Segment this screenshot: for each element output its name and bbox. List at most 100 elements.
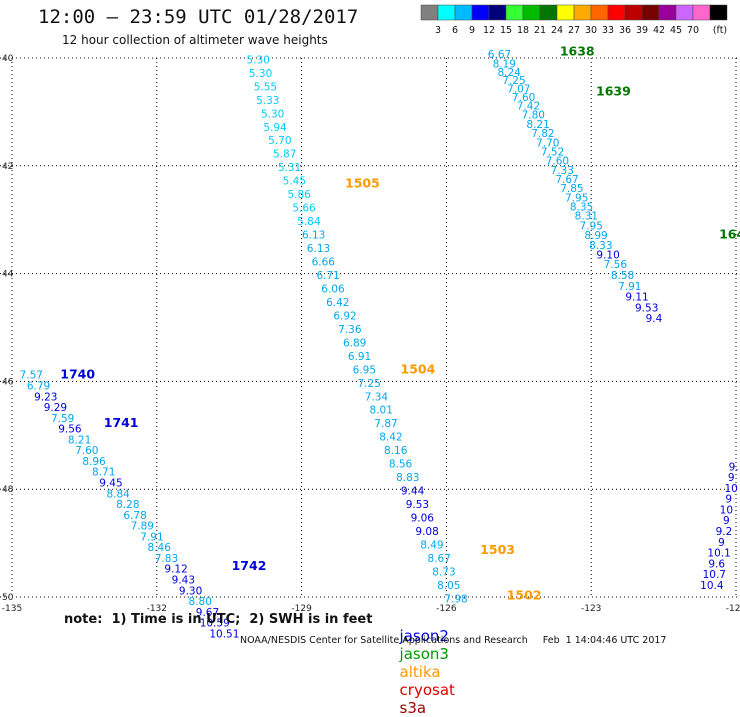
wave-height-map: 3 6 9 12 15 18 21 24 27 30 33 36 39 42 45 70 (ft) -135 -1… xyxy=(0,4,740,640)
wave-height-value: 8.33 xyxy=(589,240,612,252)
pass-labels: 1638 1639 1640 1505 1504 1503 1502 1740 1741 1742 xyxy=(60,43,740,602)
wave-height-value: 8.80 xyxy=(189,596,212,608)
wave-height-value: 7.60 xyxy=(546,156,569,168)
pass-time-label: 1505 xyxy=(345,175,380,190)
legend-label: 6 xyxy=(452,25,458,36)
legend-label: 21 xyxy=(534,25,546,36)
wave-height-value: 8.24 xyxy=(497,67,521,79)
legend-swatch xyxy=(437,4,456,21)
wave-height-value: 5.70 xyxy=(268,135,291,147)
pass-time-label: 1504 xyxy=(401,361,436,376)
wave-height-value: 8.16 xyxy=(384,445,408,457)
pass-time-label: 1639 xyxy=(596,84,631,99)
wave-height-value: 8.21 xyxy=(526,119,549,131)
lat-tick-label: 48 xyxy=(2,485,14,495)
wave-height-value: 7.36 xyxy=(338,324,362,336)
legend-label: 27 xyxy=(568,25,580,36)
wave-height-value: 7.60 xyxy=(512,92,535,104)
wave-height-value: 6.78 xyxy=(123,510,146,522)
wave-height-value: 7.82 xyxy=(531,128,554,140)
wave-height-value: 5.45 xyxy=(283,176,306,188)
legend-swatch xyxy=(607,4,626,21)
lat-tick-label: 46 xyxy=(2,377,14,387)
wave-height-value: 7.56 xyxy=(604,259,628,271)
lat-lon-grid xyxy=(0,57,740,598)
wave-height-value: 9.6 xyxy=(708,558,725,570)
track-altika-1503-1502: 9.449.53 9.069.088.49 8.678.73 8.057.98 xyxy=(401,486,468,606)
wave-height-value: 8.19 xyxy=(493,59,516,71)
legend-label: 30 xyxy=(585,25,597,36)
wave-height-value: 7.67 xyxy=(555,174,578,186)
lon-tick-label: -126 xyxy=(436,604,457,614)
wave-height-value: 5.55 xyxy=(254,81,277,93)
wave-height-value: 5.84 xyxy=(297,216,321,228)
wave-height-value: 5.86 xyxy=(287,189,311,201)
sat-cryosat: cryosat xyxy=(399,681,455,699)
lon-tick-label: -135 xyxy=(2,604,22,614)
wave-height-value: 8.05 xyxy=(437,580,460,592)
wave-height-value: 8.01 xyxy=(370,405,393,417)
wave-height-value: 8.31 xyxy=(575,211,598,223)
pass-time-label: 1503 xyxy=(480,542,515,557)
wave-height-value: 8.28 xyxy=(116,499,139,511)
legend-swatch xyxy=(709,4,728,21)
wave-height-value: 7.98 xyxy=(444,593,467,605)
lon-tick-label: -129 xyxy=(291,604,312,614)
lon-tick-label: -120 xyxy=(726,604,740,614)
wave-height-value: 7.80 xyxy=(522,109,545,121)
wave-height-value: 7.91 xyxy=(140,531,163,543)
wave-height-value: 7.95 xyxy=(580,220,603,232)
legend-swatch xyxy=(692,4,711,21)
pass-time-label: 1741 xyxy=(104,415,139,430)
sat-s3a: s3a xyxy=(399,699,427,717)
wave-height-value: 8.49 xyxy=(420,539,443,551)
lat-tick-label: 42 xyxy=(2,162,13,172)
legend-label: 39 xyxy=(636,25,648,36)
wave-height-value: 7.42 xyxy=(517,101,540,113)
lat-tick-label: 44 xyxy=(2,270,14,280)
wave-height-value: 7.25 xyxy=(357,378,380,390)
wave-height-value: 5.31 xyxy=(278,162,301,174)
legend-label: 15 xyxy=(500,25,512,36)
wave-height-value: 7.07 xyxy=(507,83,530,95)
pass-time-label: 1638 xyxy=(560,43,595,58)
sat-jason2: jason2 xyxy=(399,627,449,645)
legend-swatch xyxy=(641,4,660,21)
lat-tick-label: 40 xyxy=(2,54,14,64)
wave-height-value: 9.10 xyxy=(596,250,619,262)
wave-height-value: 8.56 xyxy=(389,459,413,471)
sat-jason3: jason3 xyxy=(399,645,449,663)
legend-label: 33 xyxy=(602,25,614,36)
wave-height-value: 8.73 xyxy=(432,566,455,578)
legend-swatch xyxy=(675,4,694,21)
wave-height-value: 8.83 xyxy=(396,472,419,484)
wave-height-value: 6.67 xyxy=(488,49,511,61)
legend-swatch xyxy=(471,4,490,21)
legend-label: 70 xyxy=(687,25,699,36)
wave-height-value: 9.06 xyxy=(411,513,435,525)
wave-height-value: 6.71 xyxy=(316,270,339,282)
wave-height-value: 8.71 xyxy=(92,467,115,479)
satellite-tracks: 6.678.198.247.257.077.607.427.808.217.82… xyxy=(20,49,739,640)
wave-height-value: 6.66 xyxy=(312,257,336,269)
legend-label: 3 xyxy=(435,25,441,36)
wave-height-value: 9.2 xyxy=(716,526,733,538)
wave-height-value: 8.42 xyxy=(379,432,402,444)
wave-height-value: 7.85 xyxy=(560,183,583,195)
wave-height-value: 5.66 xyxy=(292,203,316,215)
sat-altika: altika xyxy=(399,663,441,681)
wave-height-value: 8.35 xyxy=(570,202,593,214)
lon-tick-label: -123 xyxy=(581,604,601,614)
lat-tick-label: 50 xyxy=(2,593,14,603)
map-subtitle: 12 hour collection of altimeter wave hei… xyxy=(62,33,328,47)
legend-swatch xyxy=(590,4,609,21)
wave-height-value: 9.4 xyxy=(646,313,663,325)
legend-swatch xyxy=(556,4,575,21)
wave-height-value: 9.29 xyxy=(44,402,67,414)
wave-height-value: 7.34 xyxy=(365,391,389,403)
wave-height-value: 10.1 xyxy=(707,548,730,560)
wave-height-value: 7.89 xyxy=(131,521,154,533)
map-title: 12:00 – 23:59 UTC 01/28/2017 xyxy=(38,6,359,28)
wave-height-value: 6.92 xyxy=(333,310,356,322)
wave-height-value: 7.59 xyxy=(51,413,74,425)
